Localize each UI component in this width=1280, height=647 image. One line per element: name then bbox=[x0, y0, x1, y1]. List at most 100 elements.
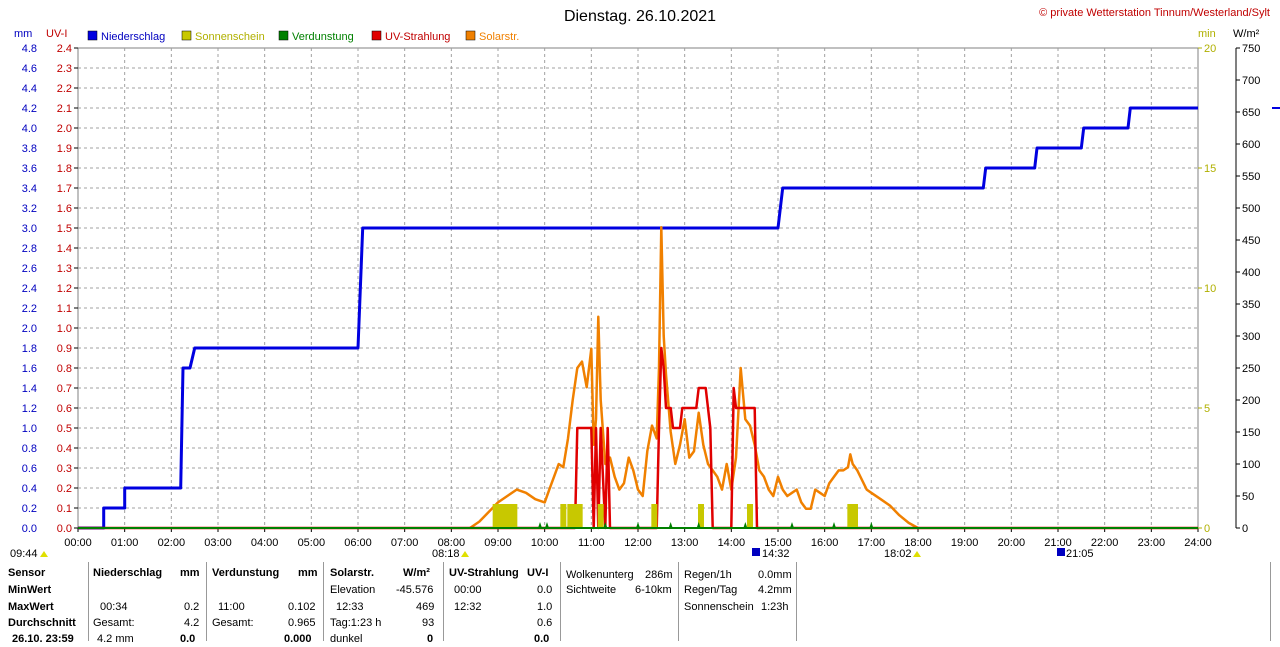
series-sonnenschein-bar bbox=[852, 504, 858, 528]
uv-tick-label: 0.9 bbox=[57, 343, 72, 355]
mm-tick-label: 3.8 bbox=[22, 143, 37, 155]
series-verdunstung-point bbox=[545, 522, 549, 528]
unit-mm: mm bbox=[14, 28, 32, 40]
wm-tick-label: 150 bbox=[1242, 427, 1260, 439]
row-label-last: 26.10. 23:59 bbox=[12, 633, 74, 645]
x-tick-label: 18:00 bbox=[904, 537, 932, 549]
x-tick-label: 23:00 bbox=[1138, 537, 1166, 549]
x-tick-label: 02:00 bbox=[158, 537, 186, 549]
series-sonnenschein-bar bbox=[651, 504, 658, 528]
series-sonnenschein-bar bbox=[698, 504, 704, 528]
uv-tick-label: 0.2 bbox=[57, 483, 72, 495]
verdunstung-last: 0.000 bbox=[284, 633, 312, 645]
mm-tick-label: 3.4 bbox=[22, 183, 37, 195]
uv-tick-label: 1.1 bbox=[57, 303, 72, 315]
mm-tick-label: 1.6 bbox=[22, 363, 37, 375]
min-tick-label: 20 bbox=[1204, 43, 1216, 55]
series-verdunstung-point bbox=[696, 522, 701, 528]
table-separator bbox=[323, 562, 324, 641]
x-tick-label: 00:00 bbox=[64, 537, 92, 549]
unit-min: min bbox=[1198, 28, 1216, 40]
series-verdunstung-point bbox=[538, 522, 542, 528]
uv-tick-label: 2.4 bbox=[57, 43, 72, 55]
mm-tick-label: 2.2 bbox=[22, 303, 37, 315]
legend-swatch bbox=[278, 30, 289, 41]
chart-title: Dienstag. 26.10.2021 bbox=[564, 8, 716, 25]
axes bbox=[74, 47, 1240, 532]
mm-tick-label: 4.2 bbox=[22, 103, 37, 115]
series-sonnenschein-bar bbox=[597, 504, 604, 528]
x-tick-label: 05:00 bbox=[298, 537, 326, 549]
mm-tick-label: 1.8 bbox=[22, 343, 37, 355]
niederschlag-last: 0.0 bbox=[180, 633, 196, 645]
series-sonnenschein-bar bbox=[506, 504, 513, 528]
x-tick-label: 14:00 bbox=[718, 537, 746, 549]
mm-tick-label: 2.0 bbox=[22, 323, 37, 335]
legend-label: Niederschlag bbox=[101, 31, 165, 43]
mm-tick-label: 1.2 bbox=[22, 403, 37, 415]
regen-v2: 4.2mm bbox=[758, 584, 792, 596]
x-tick-label: 15:00 bbox=[764, 537, 792, 549]
legend-swatch bbox=[181, 30, 192, 41]
mm-tick-label: 2.6 bbox=[22, 263, 37, 275]
wm-tick-label: 500 bbox=[1242, 203, 1260, 215]
series-verdunstung-point bbox=[636, 522, 640, 528]
solar-elev: -45.576 bbox=[396, 584, 434, 596]
axis-labels: 00:00 01:00 02:00 03:00 04:00 05:00 06:00 07:00… bbox=[10, 43, 1260, 560]
series-sonnenschein-bar bbox=[576, 504, 583, 528]
row-label-max: MaxWert bbox=[8, 601, 54, 613]
mm-tick-label: 0.6 bbox=[22, 463, 37, 475]
row-label-avg: Durchschnitt bbox=[8, 617, 76, 629]
series-sonnenschein-bar bbox=[560, 504, 567, 528]
wolken-label2: Sichtweite bbox=[566, 584, 617, 596]
wolken-val2: 6-10km bbox=[635, 584, 672, 596]
x-tick-label: 12:00 bbox=[624, 537, 652, 549]
regen-l1: Regen/1h bbox=[684, 569, 732, 581]
min-tick-label: 10 bbox=[1204, 283, 1216, 295]
solar-dunkel-label: dunkel bbox=[330, 633, 363, 645]
verdunstung-gesamt: 0.965 bbox=[288, 617, 316, 629]
sun-icon bbox=[40, 551, 48, 557]
wm-tick-label: 750 bbox=[1242, 43, 1260, 55]
x-tick-label: 11:00 bbox=[578, 537, 605, 549]
legend-swatch bbox=[371, 30, 382, 41]
uv-tick-label: 0.3 bbox=[57, 463, 72, 475]
mm-tick-label: 4.4 bbox=[22, 83, 37, 95]
x-tick-label: 24:00 bbox=[1184, 537, 1212, 549]
table-separator bbox=[88, 562, 89, 641]
x-tick-label: 16:00 bbox=[811, 537, 839, 549]
wm-tick-label: 300 bbox=[1242, 331, 1260, 343]
niederschlag-max: 0.2 bbox=[184, 601, 200, 613]
mm-tick-label: 0.0 bbox=[22, 523, 37, 535]
uv-max-time: 12:32 bbox=[454, 601, 482, 613]
x-tick-label: 07:00 bbox=[391, 537, 419, 549]
legend-label: Verdunstung bbox=[292, 31, 354, 43]
wm-tick-label: 200 bbox=[1242, 395, 1260, 407]
grid bbox=[77, 47, 1199, 529]
series-niederschlag-line bbox=[78, 106, 1198, 530]
uv-min-time: 00:00 bbox=[454, 584, 482, 596]
uv-tick-label: 1.0 bbox=[57, 323, 72, 335]
event-sunset-time: 18:02 bbox=[884, 548, 912, 560]
uv-tick-label: 1.8 bbox=[57, 163, 72, 175]
uv-tick-label: 1.7 bbox=[57, 183, 72, 195]
legend-swatch bbox=[87, 30, 98, 41]
legend-swatch bbox=[465, 30, 476, 41]
mm-tick-label: 3.2 bbox=[22, 203, 37, 215]
mm-tick-label: 4.6 bbox=[22, 63, 37, 75]
x-tick-label: 22:00 bbox=[1091, 537, 1119, 549]
series-verdunstung-point bbox=[603, 522, 608, 528]
uv-tick-label: 0.0 bbox=[57, 523, 72, 535]
series-verdunstung-point bbox=[869, 522, 874, 528]
niederschlag-max-time: 00:34 bbox=[100, 601, 128, 613]
uv-tick-label: 0.7 bbox=[57, 383, 72, 395]
moon-icon bbox=[1057, 548, 1065, 556]
mm-tick-label: 1.0 bbox=[22, 423, 37, 435]
solar-tag: 93 bbox=[422, 617, 435, 629]
wm-tick-label: 50 bbox=[1242, 491, 1254, 503]
row-label-min: MinWert bbox=[8, 584, 52, 596]
wm-tick-label: 550 bbox=[1242, 171, 1260, 183]
x-tick-label: 21:00 bbox=[1044, 537, 1072, 549]
col-solar-unit: W/m² bbox=[403, 567, 430, 579]
